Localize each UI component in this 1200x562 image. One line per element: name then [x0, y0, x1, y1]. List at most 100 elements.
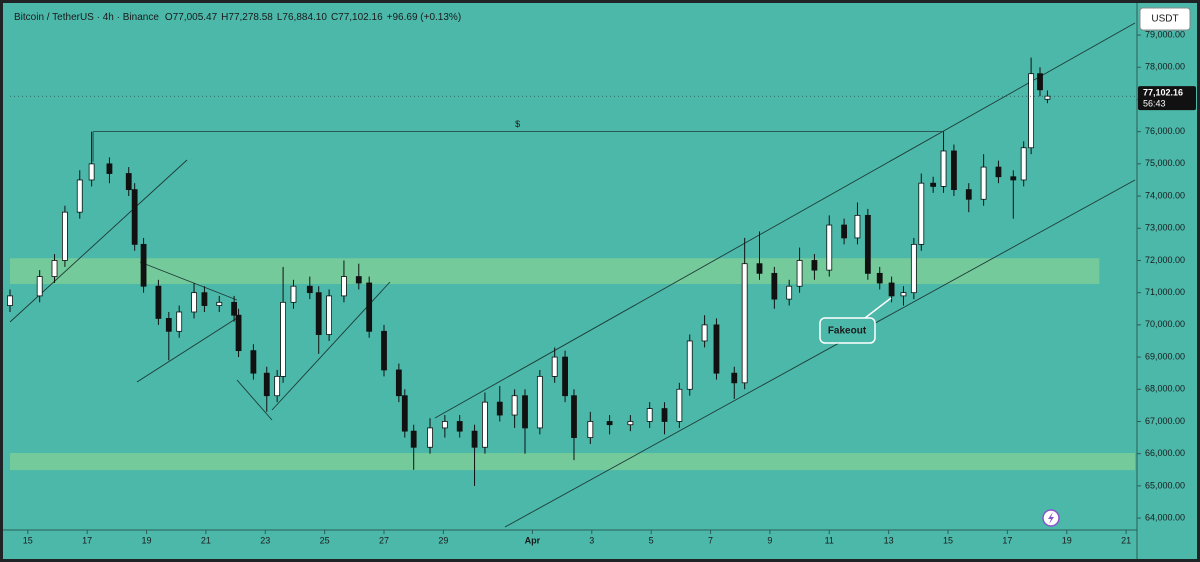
candle-body — [1020, 147, 1027, 181]
candle-body — [731, 372, 738, 384]
y-tick-label: 65,000.00 — [1145, 480, 1185, 490]
candle-body — [7, 295, 13, 306]
candle-body — [274, 375, 281, 397]
zones: $ — [10, 119, 1135, 471]
y-tick-label: 72,000.00 — [1145, 255, 1185, 265]
candle-body — [951, 150, 957, 191]
ohlc: C77,102.16 — [331, 12, 383, 23]
candle-body — [326, 295, 332, 335]
candle-body — [51, 260, 58, 277]
channel-line — [504, 179, 1136, 528]
candle-body — [536, 375, 543, 429]
candle-body — [395, 369, 402, 397]
x-tick-label: 15 — [943, 535, 953, 545]
x-tick-label: 23 — [260, 535, 270, 545]
ohlc-change: +96.69 (+0.13%) — [387, 12, 462, 23]
annotation-arrow — [864, 297, 892, 319]
candle-body — [410, 430, 417, 448]
candle-body — [1028, 73, 1035, 149]
candle-body — [522, 395, 528, 429]
trend-line — [236, 379, 273, 421]
axes: 64,000.00 65,000.00 66,000.00 67,000.00 68,0… — [10, 29, 1196, 545]
alert-icon[interactable] — [1042, 509, 1060, 527]
candle-body — [713, 324, 720, 374]
candle-body — [381, 330, 387, 371]
currency-button[interactable]: USDT — [1139, 7, 1191, 31]
trend-line — [139, 261, 238, 301]
ohlc: L76,884.10 — [277, 12, 327, 23]
candle-body — [930, 182, 937, 187]
candle-body — [441, 421, 448, 429]
candle-body — [306, 285, 313, 294]
candle-body — [741, 263, 748, 384]
x-tick-label: 5 — [649, 535, 654, 545]
candle-body — [355, 276, 362, 284]
candle-body — [686, 340, 693, 390]
candle-body — [216, 301, 223, 306]
price-zone — [10, 258, 1100, 284]
candle-body — [676, 388, 683, 422]
candle-body — [250, 350, 257, 374]
x-tick-label: 27 — [379, 535, 389, 545]
x-tick-label: 25 — [320, 535, 330, 545]
candle-body — [88, 163, 95, 181]
y-tick-label: 73,000.00 — [1145, 223, 1185, 233]
candle-body — [571, 395, 577, 438]
x-tick-label: 13 — [884, 535, 894, 545]
alert-icon-bolt[interactable] — [1048, 512, 1054, 524]
candle-body — [980, 166, 987, 200]
annotation-box — [819, 317, 876, 344]
candle-body — [606, 421, 613, 426]
candle-body — [965, 189, 972, 200]
candle-body — [496, 401, 503, 416]
candle-body — [811, 260, 818, 271]
candle-body — [456, 421, 463, 432]
candle-body — [854, 214, 861, 239]
currency-button-box[interactable] — [1139, 7, 1191, 31]
candle-body — [1037, 73, 1043, 91]
price-level-label: $ — [515, 119, 520, 129]
candle-body — [661, 408, 668, 422]
y-tick-label: 74,000.00 — [1145, 190, 1185, 200]
candle-body — [191, 292, 197, 313]
candle-body — [231, 301, 238, 316]
candle-body — [176, 311, 183, 332]
symbol: Bitcoin / TetherUS · 4h · Binance — [14, 12, 159, 23]
candle-body — [341, 276, 347, 297]
x-tick-label: 11 — [825, 535, 834, 545]
trend-line — [136, 317, 238, 383]
x-tick-label: Apr — [525, 535, 541, 545]
candle-body — [888, 282, 895, 297]
candle-body — [796, 260, 803, 287]
candle-body — [786, 285, 793, 300]
candle-body — [511, 395, 518, 416]
y-tick-label: 69,000.00 — [1145, 351, 1185, 361]
price-tag — [1138, 86, 1196, 111]
y-tick-label: 76,000.00 — [1145, 126, 1185, 136]
candle-body — [876, 272, 883, 284]
candle-body — [771, 272, 778, 300]
candle-body — [646, 408, 653, 422]
y-tick-label: 66,000.00 — [1145, 448, 1185, 458]
candle-body — [165, 318, 172, 332]
candle-body — [131, 189, 138, 245]
candle-body — [427, 427, 433, 448]
x-tick-label: 21 — [1121, 535, 1131, 545]
x-tick-label: 29 — [438, 535, 448, 545]
currency-button-label[interactable]: USDT — [1151, 14, 1178, 25]
x-tick-label: 15 — [23, 535, 33, 545]
candle-body — [62, 211, 68, 261]
candle-body — [940, 150, 947, 187]
candle-body — [235, 314, 242, 352]
price-tag-countdown: 56:43 — [1143, 99, 1166, 109]
x-tick-label: 21 — [201, 535, 211, 545]
x-tick-label: 7 — [708, 535, 713, 545]
candle-body — [125, 173, 132, 191]
candle-body — [1010, 176, 1017, 181]
candle-body — [471, 430, 478, 448]
candle-body — [140, 243, 147, 287]
candle-body — [401, 395, 408, 432]
x-tick-label: 3 — [589, 535, 594, 545]
x-tick-label: 19 — [1062, 535, 1072, 545]
